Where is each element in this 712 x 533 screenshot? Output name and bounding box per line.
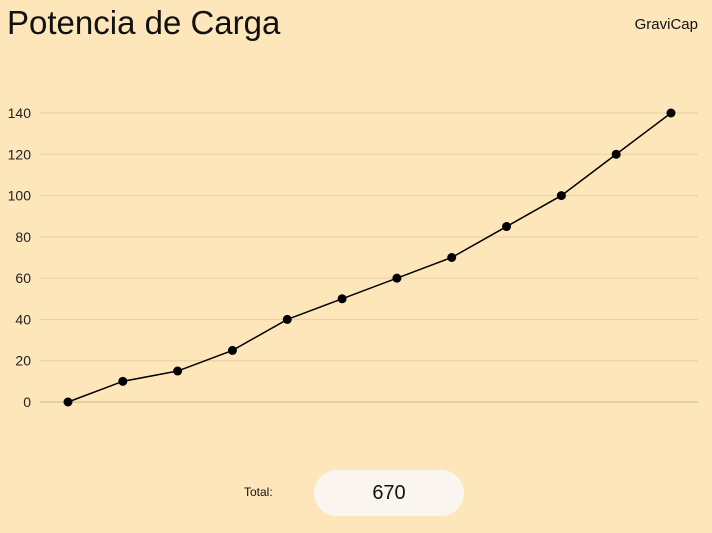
y-tick-label: 20 [15, 353, 31, 369]
data-point [502, 222, 512, 232]
data-point [392, 273, 402, 283]
data-points [63, 108, 676, 407]
chart-title: Potencia de Carga [7, 4, 281, 41]
data-point [173, 366, 183, 376]
gridlines [40, 112, 698, 403]
y-tick-label: 0 [23, 394, 31, 410]
data-point [556, 191, 566, 201]
y-tick-label: 140 [8, 105, 32, 121]
line-chart: 0 20 40 60 80 100 120 140 [8, 105, 698, 410]
y-tick-label: 120 [8, 146, 32, 162]
series-line-layer [67, 112, 672, 403]
data-point [611, 149, 621, 159]
data-point [447, 253, 457, 262]
data-point [337, 294, 347, 304]
data-point [282, 314, 292, 324]
data-point [227, 345, 237, 355]
y-axis: 0 20 40 60 80 100 120 140 [8, 105, 32, 410]
y-tick-label: 100 [8, 188, 32, 204]
brand-label: GraviCap [634, 16, 698, 33]
total-value-box: 670 [314, 470, 464, 516]
data-point [666, 108, 676, 118]
total-label: Total: [244, 485, 273, 499]
data-point [118, 376, 128, 386]
y-tick-label: 80 [15, 229, 31, 245]
y-tick-label: 60 [15, 270, 31, 286]
total-value: 670 [372, 481, 406, 504]
y-tick-label: 40 [15, 311, 31, 327]
series-line [67, 112, 672, 403]
data-point [63, 397, 73, 407]
